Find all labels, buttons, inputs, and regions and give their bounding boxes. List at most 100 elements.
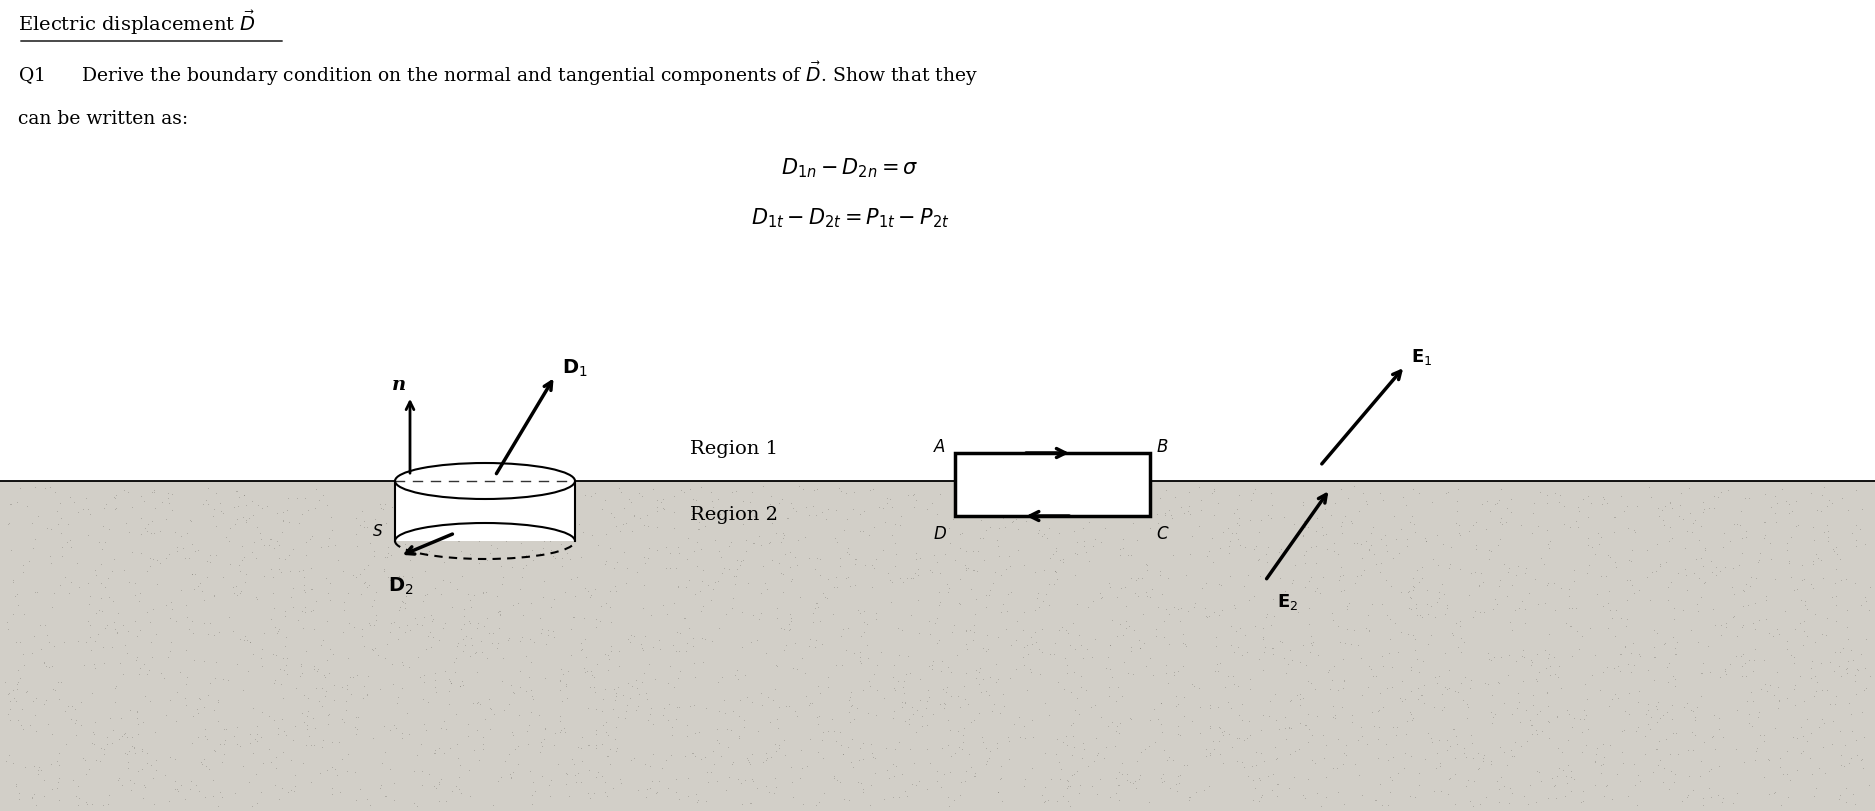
Point <box>549 508 579 521</box>
Point <box>1809 481 1839 494</box>
Point <box>671 553 701 566</box>
Point <box>467 730 497 743</box>
Point <box>73 762 103 775</box>
Point <box>1461 539 1491 552</box>
Point <box>559 611 589 624</box>
Point <box>975 752 1005 765</box>
Point <box>497 686 527 699</box>
Point <box>366 779 396 792</box>
Point <box>1686 755 1716 768</box>
Point <box>1449 741 1479 754</box>
Point <box>1149 508 1179 521</box>
Point <box>259 602 289 615</box>
Point <box>827 659 857 672</box>
Point <box>818 713 848 726</box>
Point <box>728 554 758 567</box>
Point <box>791 759 821 772</box>
Point <box>1697 565 1727 578</box>
Point <box>118 740 148 753</box>
Point <box>426 722 456 735</box>
Point <box>1275 748 1305 761</box>
Point <box>176 568 206 581</box>
Point <box>407 779 437 792</box>
Point <box>1213 695 1243 708</box>
Point <box>896 778 926 791</box>
Point <box>1734 654 1764 667</box>
Point <box>1509 789 1539 802</box>
Point <box>581 739 611 752</box>
Point <box>354 617 384 630</box>
Point <box>834 706 864 719</box>
Point <box>1423 558 1453 571</box>
Point <box>518 543 547 556</box>
Point <box>1821 590 1851 603</box>
Point <box>1738 665 1768 678</box>
Point <box>433 492 463 505</box>
Point <box>321 763 351 776</box>
Point <box>1080 699 1110 712</box>
Point <box>154 492 184 505</box>
Point <box>1196 487 1226 500</box>
Point <box>1326 561 1356 574</box>
Point <box>658 638 688 651</box>
Point <box>221 580 251 593</box>
Point <box>176 568 206 581</box>
Point <box>360 513 390 526</box>
Point <box>1596 604 1626 617</box>
Point <box>1684 572 1714 585</box>
Point <box>1029 746 1059 759</box>
Point <box>1686 591 1716 604</box>
Point <box>861 709 891 722</box>
Point <box>1508 675 1537 688</box>
Point <box>1108 629 1138 642</box>
Point <box>1813 526 1843 539</box>
Point <box>1166 500 1196 513</box>
Point <box>1140 736 1170 749</box>
Point <box>1483 598 1513 611</box>
Point <box>1029 697 1059 710</box>
Point <box>1179 601 1209 614</box>
Point <box>1800 534 1830 547</box>
Point <box>311 654 341 667</box>
Point <box>231 575 261 588</box>
Point <box>411 547 441 560</box>
Point <box>821 536 851 549</box>
Point <box>876 596 906 609</box>
Point <box>1556 770 1586 783</box>
Point <box>43 676 73 689</box>
Point <box>1028 530 1057 543</box>
Point <box>122 650 152 663</box>
Point <box>1052 782 1082 795</box>
Point <box>1290 792 1320 805</box>
Point <box>729 713 759 726</box>
Point <box>176 538 206 551</box>
Point <box>540 726 570 739</box>
Point <box>519 785 549 798</box>
Point <box>339 620 369 633</box>
Point <box>1551 616 1581 629</box>
Point <box>536 489 566 502</box>
Point <box>1785 747 1815 760</box>
Point <box>139 502 169 515</box>
Point <box>791 501 821 514</box>
Point <box>634 542 664 555</box>
Point <box>628 644 658 657</box>
Point <box>1054 795 1084 808</box>
Point <box>1380 616 1410 629</box>
Point <box>1174 486 1204 499</box>
Point <box>249 539 279 552</box>
Point <box>1356 539 1386 551</box>
Point <box>379 528 409 541</box>
Point <box>1172 640 1202 653</box>
Point <box>1697 791 1727 804</box>
Point <box>1847 753 1875 766</box>
Point <box>495 748 525 761</box>
Text: $A$: $A$ <box>934 439 947 456</box>
Point <box>752 582 782 595</box>
Point <box>1048 553 1078 566</box>
Point <box>878 529 907 542</box>
Point <box>776 496 806 509</box>
Point <box>364 649 394 662</box>
Point <box>1841 748 1871 761</box>
Point <box>488 675 518 688</box>
